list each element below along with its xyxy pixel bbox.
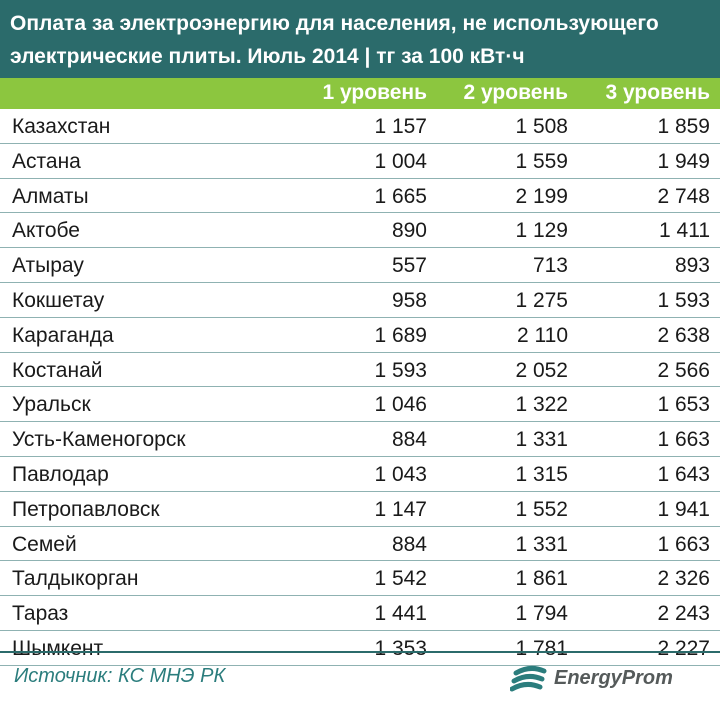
- value-level-3: 1 941: [657, 497, 710, 521]
- table-row: Талдыкорган 1 542 1 861 2 326: [0, 561, 720, 597]
- value-level-3: 1 643: [657, 462, 710, 486]
- city-name: Тараз: [12, 602, 69, 626]
- value-level-3: 2 566: [657, 358, 710, 382]
- value-level-2: 1 552: [515, 497, 568, 521]
- value-level-2: 1 861: [515, 567, 568, 591]
- city-name: Казахстан: [12, 115, 111, 138]
- value-level-1: 1 043: [374, 462, 427, 486]
- value-level-1: 1 665: [374, 184, 427, 208]
- city-name: Костанай: [12, 358, 103, 382]
- value-level-2: 713: [532, 254, 568, 278]
- table-row: Алматы 1 665 2 199 2 748: [0, 179, 720, 214]
- value-level-1: 1 353: [374, 636, 427, 660]
- value-level-2: 1 781: [515, 636, 568, 660]
- value-level-2: 1 315: [515, 462, 568, 486]
- table-row: Актобе 890 1 129 1 411: [0, 213, 720, 249]
- value-level-1: 884: [391, 532, 427, 556]
- value-level-3: 1 663: [657, 428, 710, 452]
- value-level-1: 884: [391, 428, 427, 452]
- value-level-3: 2 748: [657, 184, 710, 208]
- value-level-3: 2 243: [657, 602, 710, 626]
- value-level-2: 2 199: [515, 184, 568, 208]
- value-level-3: 2 638: [657, 323, 710, 347]
- value-level-3: 2 227: [657, 636, 710, 660]
- value-level-1: 1 441: [374, 602, 427, 626]
- column-header-level-3: 3 уровень: [605, 81, 710, 104]
- value-level-1: 1 689: [374, 323, 427, 347]
- value-level-2: 1 275: [515, 288, 568, 312]
- value-level-2: 1 322: [515, 393, 568, 417]
- value-level-1: 1 593: [374, 358, 427, 382]
- value-level-1: 1 542: [374, 567, 427, 591]
- table-row: Семей 884 1 331 1 663: [0, 527, 720, 562]
- value-level-1: 1 157: [374, 115, 427, 138]
- column-header-level-1: 1 уровень: [322, 81, 427, 104]
- city-name: Караганда: [12, 323, 114, 347]
- table-row: Шымкент 1 353 1 781 2 227: [0, 631, 720, 666]
- value-level-3: 1 653: [657, 393, 710, 417]
- city-name: Актобе: [12, 219, 80, 243]
- table-row: Казахстан 1 157 1 508 1 859: [0, 109, 720, 144]
- city-name: Петропавловск: [12, 497, 160, 521]
- value-level-1: 1 147: [374, 497, 427, 521]
- value-level-2: 1 559: [515, 149, 568, 173]
- table-row: Уральск 1 046 1 322 1 653: [0, 387, 720, 423]
- value-level-3: 1 593: [657, 288, 710, 312]
- energy-wave-icon: [510, 665, 547, 692]
- value-level-2: 1 129: [515, 219, 568, 243]
- column-header-level-2: 2 уровень: [463, 81, 568, 104]
- city-name: Алматы: [12, 184, 89, 208]
- value-level-3: 1 411: [659, 219, 710, 243]
- value-level-1: 1 004: [374, 149, 427, 173]
- city-name: Талдыкорган: [12, 567, 139, 591]
- energyprom-logo: EnergyProm: [510, 663, 690, 697]
- city-name: Усть-Каменогорск: [12, 428, 186, 452]
- city-name: Астана: [12, 149, 81, 173]
- value-level-1: 1 046: [374, 393, 427, 417]
- value-level-2: 1 794: [515, 602, 568, 626]
- table-row: Петропавловск 1 147 1 552 1 941: [0, 492, 720, 527]
- table-row: Костанай 1 593 2 052 2 566: [0, 353, 720, 388]
- footer: Источник: КС МНЭ РК EnergyProm: [0, 651, 720, 706]
- table-row: Атырау 557 713 893: [0, 248, 720, 283]
- value-level-3: 1 663: [657, 532, 710, 556]
- table-row: Тараз 1 441 1 794 2 243: [0, 596, 720, 631]
- value-level-2: 1 331: [515, 428, 568, 452]
- value-level-2: 1 508: [515, 115, 568, 138]
- value-level-3: 1 949: [657, 149, 710, 173]
- value-level-2: 2 052: [515, 358, 568, 382]
- table-body: Казахстан 1 157 1 508 1 859 Астана 1 004 1 559…: [0, 109, 720, 666]
- city-name: Семей: [12, 532, 77, 556]
- city-name: Кокшетау: [12, 288, 105, 312]
- table-row: Усть-Каменогорск 884 1 331 1 663: [0, 422, 720, 457]
- value-level-1: 890: [391, 219, 427, 243]
- value-level-3: 893: [674, 254, 710, 278]
- value-level-3: 2 326: [657, 567, 710, 591]
- table-row: Астана 1 004 1 559 1 949: [0, 144, 720, 179]
- city-name: Атырау: [12, 254, 84, 278]
- table-row: Караганда 1 689 2 110 2 638: [0, 318, 720, 353]
- value-level-2: 2 110: [517, 323, 568, 347]
- table-row: Павлодар 1 043 1 315 1 643: [0, 457, 720, 492]
- value-level-2: 1 331: [515, 532, 568, 556]
- table-title: Оплата за электроэнергию для населения, …: [0, 0, 720, 78]
- city-name: Шымкент: [12, 636, 104, 660]
- city-name: Павлодар: [12, 462, 109, 486]
- city-name: Уральск: [12, 393, 91, 417]
- source-note: Источник: КС МНЭ РК: [14, 665, 226, 687]
- logo-text: EnergyProm: [554, 667, 673, 689]
- table-row: Кокшетау 958 1 275 1 593: [0, 283, 720, 318]
- value-level-1: 557: [391, 254, 427, 278]
- value-level-1: 958: [391, 288, 427, 312]
- value-level-3: 1 859: [657, 115, 710, 138]
- column-header-row: 1 уровень 2 уровень 3 уровень: [0, 78, 720, 109]
